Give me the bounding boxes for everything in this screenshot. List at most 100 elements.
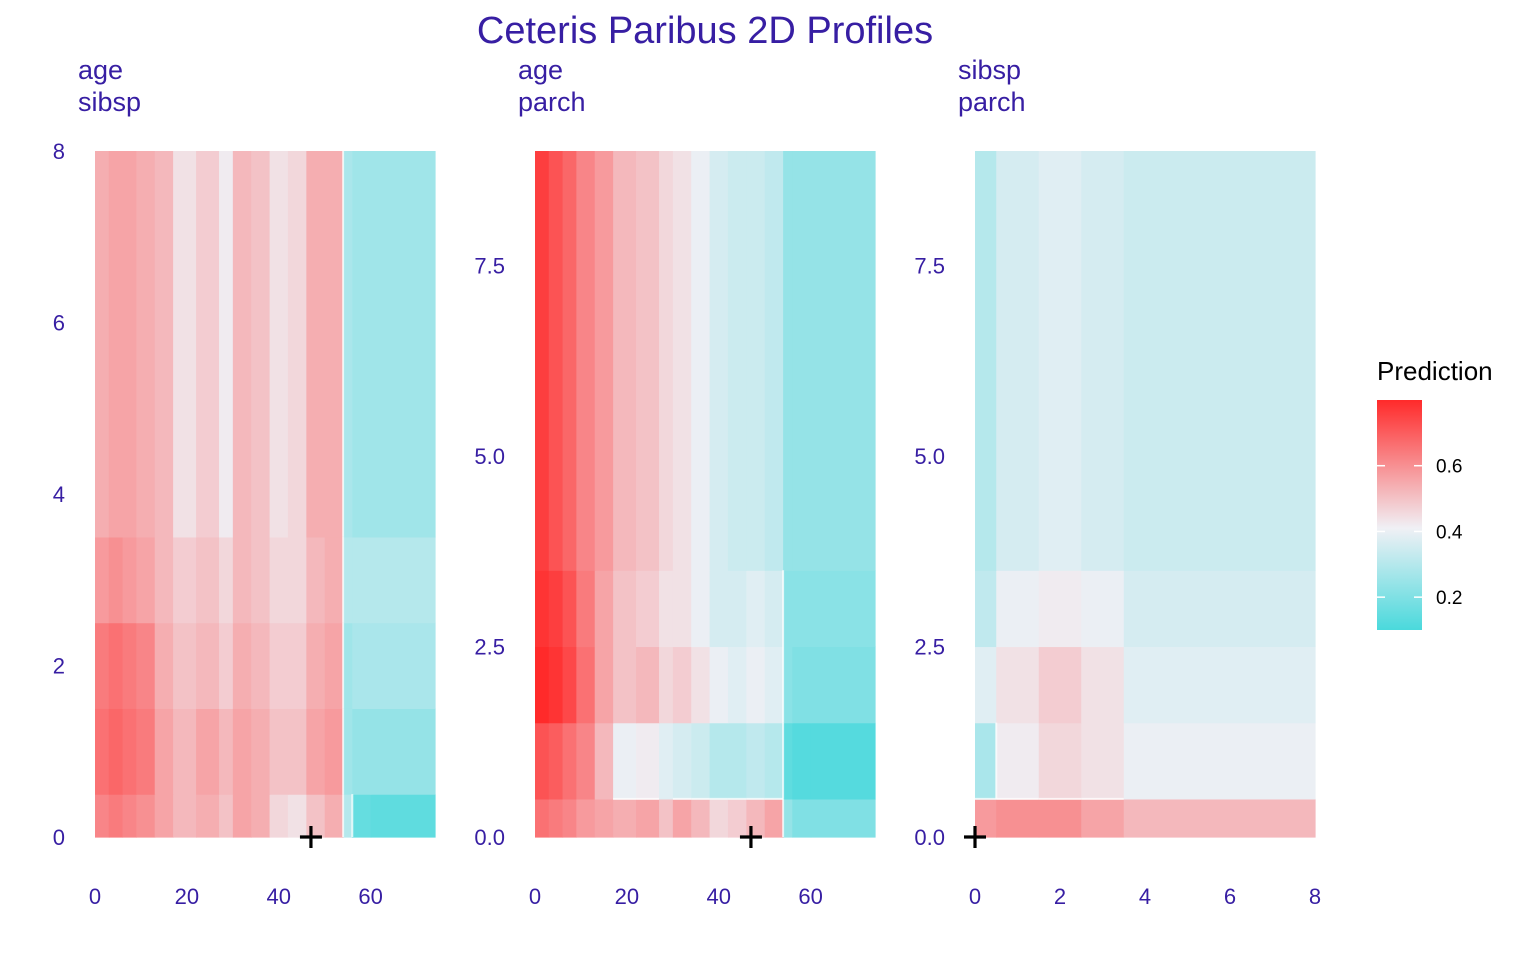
- heatmap-cell: [613, 798, 637, 838]
- heatmap-cell: [975, 722, 997, 800]
- heatmap-cell: [636, 722, 660, 800]
- heatmap-cell: [232, 536, 252, 624]
- heatmap-cell: [672, 570, 692, 648]
- heatmap-cell: [324, 536, 344, 624]
- heatmap-cell: [154, 794, 174, 838]
- heatmap-cell: [764, 722, 784, 800]
- heatmap-cell: [232, 151, 252, 538]
- heatmap-cell: [659, 151, 674, 571]
- y-tick-label: 6: [53, 311, 65, 336]
- heatmap-cell: [287, 622, 307, 709]
- chart-title: Ceteris Paribus 2D Profiles: [476, 10, 934, 52]
- heatmap-cell: [108, 151, 124, 538]
- heatmap-cell: [173, 794, 197, 838]
- heatmap-cell: [251, 536, 271, 624]
- heatmap-cell: [576, 570, 596, 648]
- heatmap-cell: [154, 151, 174, 538]
- panel-1-title-y: sibsp: [78, 87, 142, 117]
- heatmap-cell: [122, 622, 137, 709]
- heatmap-cell: [691, 151, 711, 571]
- heatmap-cell: [136, 151, 156, 538]
- heatmap-cell: [792, 798, 812, 838]
- heatmap-cell: [1081, 646, 1125, 724]
- heatmap-cell: [783, 722, 793, 800]
- heatmap-cell: [810, 646, 876, 724]
- heatmap-cell: [535, 722, 550, 800]
- heatmap-cell: [306, 622, 326, 709]
- heatmap-cell: [1038, 722, 1082, 800]
- heatmap-cell: [251, 794, 271, 838]
- panel-1-title-x: age: [78, 55, 124, 85]
- heatmap-cell: [136, 622, 156, 709]
- heatmap-cell: [562, 570, 577, 648]
- heatmap-cell: [136, 708, 156, 795]
- legend-title: Prediction: [1377, 356, 1493, 386]
- heatmap-cell: [996, 570, 1040, 648]
- heatmap-cell: [370, 151, 436, 538]
- heatmap-cell: [672, 151, 692, 571]
- heatmap-cell: [343, 794, 353, 838]
- heatmap-cell: [636, 798, 660, 838]
- heatmap-cell: [636, 646, 660, 724]
- heatmap-cell: [108, 794, 124, 838]
- heatmap-cell: [792, 151, 812, 571]
- heatmap-cell: [975, 646, 997, 724]
- heatmap-cell: [1038, 646, 1082, 724]
- heatmap-cell: [287, 708, 307, 795]
- heatmap-cell: [196, 151, 220, 538]
- heatmap-cell: [219, 708, 234, 795]
- heatmap-cell: [122, 536, 137, 624]
- heatmap-cell: [996, 798, 1040, 838]
- heatmap-cell: [996, 646, 1040, 724]
- heatmap-cell: [352, 151, 372, 538]
- y-tick-label: 0.0: [474, 825, 505, 850]
- heatmap-cell: [173, 151, 197, 538]
- heatmap-cell: [1123, 570, 1316, 648]
- heatmap-cell: [613, 722, 637, 800]
- heatmap-cell: [269, 794, 289, 838]
- heatmap-cell: [613, 151, 637, 571]
- x-tick-label: 40: [267, 884, 291, 909]
- panel-2-title-x: age: [518, 55, 564, 85]
- heatmap-cell: [324, 794, 344, 838]
- heatmap-cell: [594, 151, 614, 571]
- y-tick-label: 8: [53, 139, 65, 164]
- heatmap-cell: [535, 646, 550, 724]
- heatmap-cell: [324, 151, 344, 538]
- heatmap-cell: [659, 570, 674, 648]
- legend-tick-label: 0.2: [1436, 588, 1462, 609]
- heatmap-cell: [306, 708, 326, 795]
- heatmap-cell: [659, 722, 674, 800]
- legend: 0.2 0.4 0.6: [1377, 400, 1463, 630]
- heatmap-cell: [122, 708, 137, 795]
- panel-3: 0 2 4 6 8 0.0 2.5 5.0 7.5: [914, 151, 1321, 909]
- heatmap-cell: [810, 722, 876, 800]
- heatmap-cell: [287, 151, 307, 538]
- y-tick-label: 2.5: [474, 634, 505, 659]
- heatmap-cell: [548, 722, 564, 800]
- heatmap-cell: [535, 570, 550, 648]
- y-tick-label: 0.0: [914, 825, 945, 850]
- heatmap-cell: [548, 646, 564, 724]
- heatmap-cell: [269, 151, 289, 538]
- heatmap-cell: [691, 646, 711, 724]
- heatmap-cell: [232, 622, 252, 709]
- heatmap-cell: [108, 708, 124, 795]
- heatmap-cell: [251, 622, 271, 709]
- heatmap-cell: [196, 708, 220, 795]
- x-tick-label: 20: [175, 884, 199, 909]
- heatmap-cell: [352, 708, 372, 795]
- heatmap-cell: [154, 708, 174, 795]
- heatmap-cell: [975, 570, 997, 648]
- panel-2: 0 20 40 60 0.0 2.5 5.0 7.5: [474, 151, 876, 909]
- heatmap-cell: [792, 722, 812, 800]
- panel-3-title-x: sibsp: [958, 55, 1022, 85]
- heatmap-cell: [1038, 151, 1082, 571]
- heatmap-cell: [154, 536, 174, 624]
- heatmap-cell: [810, 798, 876, 838]
- panel-1: 0 20 40 60 0 2 4 6 8: [53, 139, 436, 909]
- heatmap-cell: [746, 722, 766, 800]
- heatmap-cell: [95, 536, 110, 624]
- heatmap-cell: [1081, 151, 1125, 571]
